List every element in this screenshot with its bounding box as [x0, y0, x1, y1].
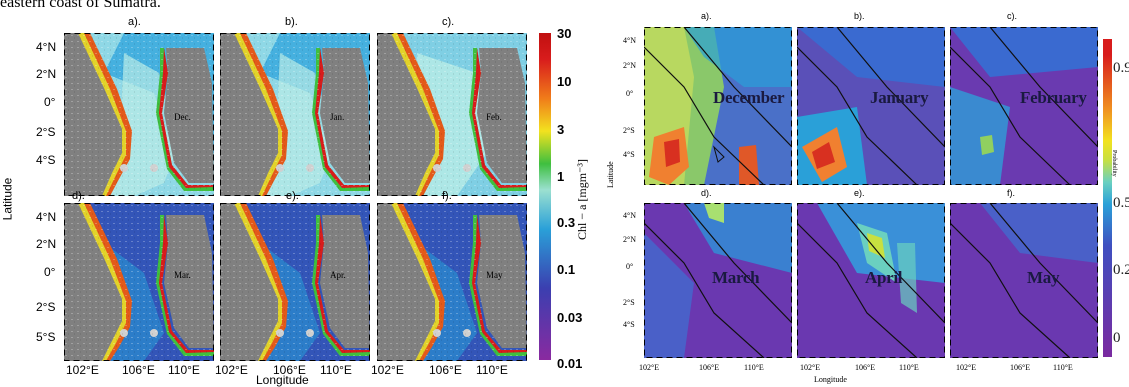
right-colorbar-title: Probability — [1111, 150, 1117, 177]
right-xlabel: Longitude — [814, 375, 847, 384]
right-colorbar — [1103, 39, 1112, 357]
right-xtick: 102°E — [800, 363, 821, 372]
right-xtick: 102°E — [956, 363, 977, 372]
right-xtick: 106°E — [1010, 363, 1031, 372]
left-month-c: Feb. — [486, 112, 502, 122]
left-map-e — [220, 203, 370, 361]
left-xtick: 102°E — [371, 363, 404, 377]
left-month-f: May — [486, 270, 503, 280]
left-ytick: 2°N — [36, 237, 57, 251]
left-ytick: 2°S — [36, 125, 56, 139]
right-month-f: May — [1027, 268, 1060, 287]
left-colorbar-tick: 1 — [557, 169, 565, 184]
right-month-a: December — [713, 88, 785, 107]
left-month-a: Dec. — [174, 112, 191, 122]
left-xtick: 110°E — [320, 363, 352, 377]
left-colorbar-tick: 30 — [557, 26, 572, 41]
right-colorbar-tick: 0.9 — [1113, 60, 1129, 76]
left-panel-label-c: c). — [442, 16, 455, 28]
left-ytick: 4°N — [36, 40, 57, 54]
left-ytick: 0° — [44, 265, 56, 279]
left-colorbar-tick: 0.3 — [557, 215, 576, 230]
right-xtick: 102°E — [639, 363, 660, 372]
left-xtick: 106°E — [429, 363, 462, 377]
left-xtick: 106°E — [273, 363, 306, 377]
left-colorbar-tick: 0.01 — [557, 356, 583, 371]
right-xtick: 110°E — [1053, 363, 1073, 372]
right-month-b: January — [870, 88, 929, 107]
left-month-e: Apr. — [330, 270, 346, 280]
left-map-b — [220, 33, 370, 196]
left-colorbar-title: Chl − a [mgm⁻³] — [575, 158, 590, 241]
left-ytick: 2°N — [36, 67, 57, 81]
left-xtick: 110°E — [168, 363, 200, 377]
right-colorbar-tick: 0.5 — [1113, 195, 1129, 211]
right-ytick: 4°S — [623, 320, 635, 329]
right-ylabel: Latitude — [606, 161, 615, 188]
left-colorbar-tick: 3 — [557, 122, 565, 137]
right-ytick: 2°N — [623, 235, 636, 244]
right-ytick: 4°S — [623, 150, 635, 159]
left-ytick: 4°S — [36, 153, 56, 167]
right-month-c: February — [1020, 88, 1087, 107]
left-map-f — [377, 203, 527, 361]
left-figure: a). b). c). d). e). f). Dec. Jan. Feb. M… — [0, 16, 590, 387]
right-figure: a). b). c). d). e). f). December January… — [600, 0, 1129, 387]
left-panel-label-b: b). — [285, 16, 298, 28]
right-ytick: 2°N — [623, 61, 636, 70]
right-month-e: April — [865, 268, 903, 287]
left-colorbar-tick: 10 — [557, 74, 572, 89]
right-map-f — [950, 203, 1098, 358]
right-panel-label-a: a). — [701, 11, 712, 21]
left-xlabel: Longitude — [256, 373, 309, 387]
left-ylabel: Latitude — [0, 177, 15, 221]
left-map-a — [64, 33, 214, 196]
right-xtick: 106°E — [855, 363, 876, 372]
caption-fragment: eastern coast of Sumatra. — [0, 0, 161, 11]
left-colorbar — [539, 33, 551, 360]
right-panel-label-b: b). — [854, 11, 865, 21]
left-ytick: 4°N — [36, 210, 57, 224]
right-panel-label-c: c). — [1007, 11, 1017, 21]
right-colorbar-tick: 0.25 — [1113, 262, 1129, 278]
right-month-d: March — [712, 268, 760, 287]
right-xtick: 110°E — [899, 363, 919, 372]
left-ytick: 0° — [44, 95, 56, 109]
left-map-d — [64, 203, 214, 361]
right-ytick: 2°S — [623, 298, 635, 307]
right-ytick: 0° — [626, 89, 634, 98]
left-panel-label-f: f). — [442, 190, 452, 202]
left-ytick: 2°S — [36, 300, 56, 314]
right-ytick: 4°N — [623, 211, 636, 220]
left-xtick: 102°E — [66, 363, 99, 377]
left-xtick: 110°E — [476, 363, 508, 377]
right-panel-label-f: f). — [1007, 188, 1015, 198]
left-panel-label-d: d). — [72, 190, 85, 202]
right-colorbar-tick: 0 — [1113, 330, 1121, 346]
left-month-d: Mar. — [174, 270, 191, 280]
left-map-c — [377, 33, 527, 196]
left-ytick: 5°S — [36, 330, 56, 344]
right-panel-label-e: e). — [854, 188, 865, 198]
left-panel-label-a: a). — [128, 16, 141, 28]
left-xtick: 102°E — [215, 363, 248, 377]
left-panel-label-e: e). — [286, 190, 299, 202]
right-xtick: 110°E — [744, 363, 764, 372]
left-month-b: Jan. — [330, 112, 345, 122]
right-panel-label-d: d). — [701, 188, 712, 198]
left-colorbar-tick: 0.03 — [557, 310, 583, 325]
left-xtick: 106°E — [122, 363, 155, 377]
left-colorbar-tick: 0.1 — [557, 262, 576, 277]
right-ytick: 2°S — [623, 126, 635, 135]
right-ytick: 0° — [626, 262, 634, 271]
right-ytick: 4°N — [623, 36, 636, 45]
right-xtick: 106°E — [699, 363, 720, 372]
